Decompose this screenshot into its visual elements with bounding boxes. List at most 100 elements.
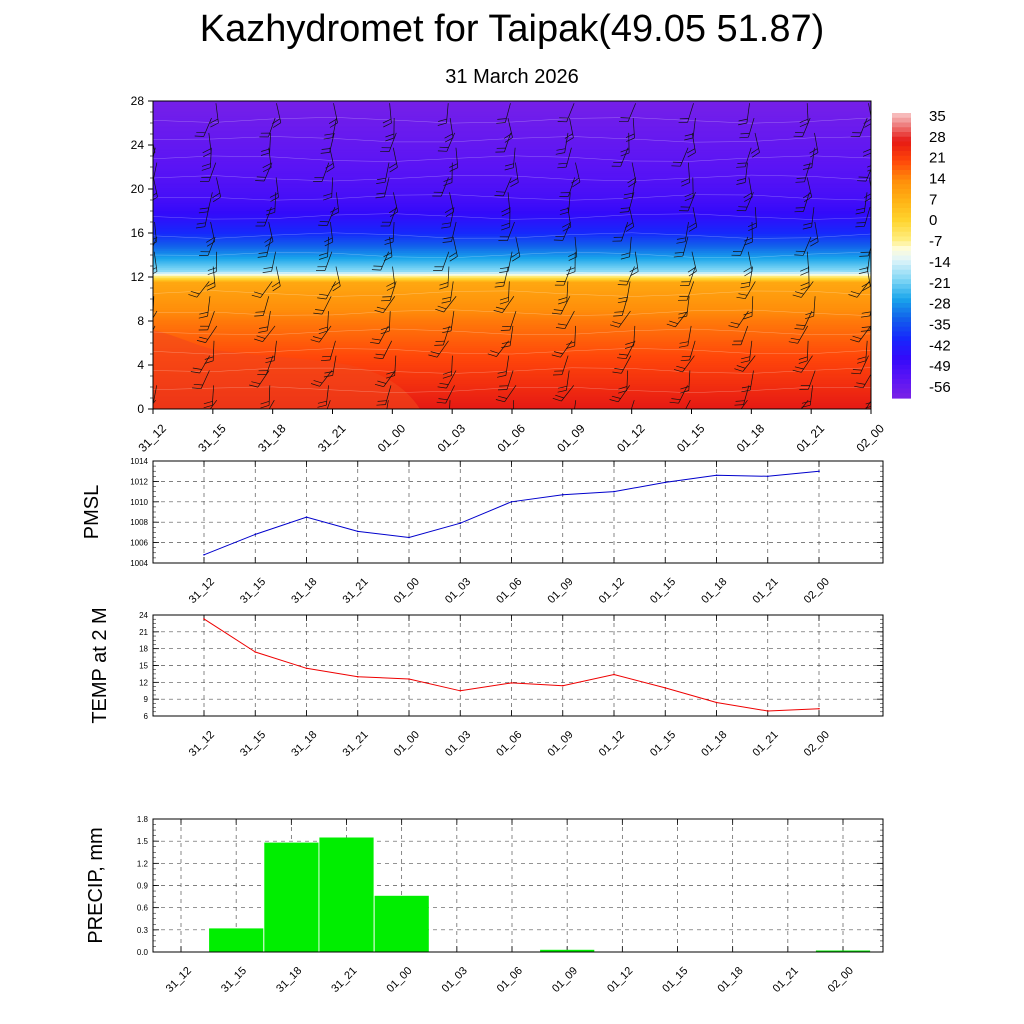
wind-barb-flag xyxy=(198,211,208,214)
colorbar-segment xyxy=(892,189,911,195)
wind-barb-flag xyxy=(256,416,265,418)
wind-barb-shaft xyxy=(268,221,274,242)
y-tick-label: 0.0 xyxy=(137,948,149,957)
wind-barb-flag xyxy=(564,133,573,139)
x-tick-label: 01_12 xyxy=(614,421,648,455)
wind-barb-flag xyxy=(799,122,809,128)
heatmap-band xyxy=(153,235,871,239)
contour-line xyxy=(153,367,871,374)
data-point xyxy=(254,533,257,536)
wind-barb-flag xyxy=(629,267,638,273)
wind-barb-shaft xyxy=(689,340,696,361)
colorbar-segment xyxy=(892,260,911,266)
wind-barb-flag xyxy=(684,197,694,202)
heatmap-band xyxy=(153,361,871,364)
heatmap-band xyxy=(153,230,871,233)
colorbar-segment xyxy=(892,208,911,214)
wind-barb-flag xyxy=(566,267,576,272)
wind-barb-flag xyxy=(317,404,327,408)
wind-barb-shaft xyxy=(814,132,819,153)
colorbar-segment xyxy=(892,288,911,295)
wind-barb-flag xyxy=(743,315,753,320)
data-point xyxy=(767,475,769,478)
heatmap-band xyxy=(153,156,871,159)
wind-barb-shaft xyxy=(389,103,392,124)
data-point xyxy=(459,522,462,524)
wind-barb-flag xyxy=(389,167,398,173)
wind-barb-shaft xyxy=(568,192,571,213)
wind-barb-flag xyxy=(555,394,565,399)
heatmap-band xyxy=(153,403,871,406)
heatmap-band xyxy=(153,194,871,197)
heatmap-band xyxy=(153,129,871,132)
heatmap-band xyxy=(153,196,871,199)
wind-barb-flag xyxy=(620,207,630,209)
wind-barb-shaft xyxy=(691,251,697,272)
wind-barb-flag xyxy=(201,167,211,171)
wind-barb-flag xyxy=(565,137,574,143)
heatmap-band xyxy=(153,311,871,315)
heatmap-band xyxy=(153,262,871,265)
wind-barb-flag xyxy=(188,294,198,298)
wind-barb-flag xyxy=(443,237,453,239)
wind-barb-shaft xyxy=(152,103,153,123)
wind-barb-shaft xyxy=(874,222,878,242)
wind-barb-flag xyxy=(319,221,329,223)
wind-barb-flag xyxy=(269,192,279,198)
wind-barb-shaft xyxy=(212,340,215,361)
y-axis-label: PRECIP, mm xyxy=(85,827,107,943)
wind-barb-flag xyxy=(741,385,751,389)
wind-barb-flag xyxy=(330,207,339,213)
wind-barb-shaft xyxy=(504,132,512,153)
wind-barb-flag xyxy=(264,237,273,243)
wind-barb-flag xyxy=(624,345,634,349)
colorbar-label: -56 xyxy=(929,379,951,396)
wind-barb-shaft xyxy=(746,103,750,124)
heatmap-band xyxy=(153,348,871,351)
wind-barb-flag xyxy=(258,413,267,415)
wind-barb-shaft xyxy=(208,132,212,153)
wind-barb-flag xyxy=(680,359,690,362)
wind-barb-shaft xyxy=(265,355,274,375)
y-tick-label: 8 xyxy=(137,314,144,328)
wind-barb-flag xyxy=(802,226,812,230)
wind-barb-shaft xyxy=(153,177,158,198)
wind-barb-flag xyxy=(265,356,275,360)
wind-barb-shaft xyxy=(506,370,514,390)
wind-barb-shaft xyxy=(319,370,333,387)
heatmap-band xyxy=(153,142,871,146)
wind-barb-flag xyxy=(680,390,689,394)
wind-barb-flag xyxy=(625,341,635,345)
wind-barb-flag xyxy=(805,311,815,316)
wind-barb-flag xyxy=(256,335,266,339)
wind-barb-flag xyxy=(487,353,497,357)
wind-barb-flag xyxy=(318,326,328,331)
colorbar-label: -21 xyxy=(929,275,951,292)
wind-barb-flag xyxy=(684,193,694,198)
x-tick-label: 02_00 xyxy=(853,421,887,455)
wind-barb-flag xyxy=(862,285,871,292)
wind-barb-shaft xyxy=(744,147,752,167)
x-tick-label: 01_09 xyxy=(546,576,576,606)
wind-barb-flag xyxy=(801,400,811,404)
heatmap-band xyxy=(153,285,871,288)
wind-barb-flag xyxy=(323,137,333,140)
wind-barb-shaft xyxy=(503,177,512,197)
heatmap-band xyxy=(153,346,871,349)
heatmap-band xyxy=(153,353,871,357)
wind-barb-shaft xyxy=(813,296,816,317)
wind-barb-shaft xyxy=(864,207,871,227)
x-tick-label: 31_18 xyxy=(289,576,319,606)
wind-barb-flag xyxy=(199,411,208,414)
wind-barb-shaft xyxy=(335,266,341,287)
wind-barb-shaft xyxy=(803,192,810,212)
wind-barb-flag xyxy=(552,397,562,402)
wind-barb-flag xyxy=(628,181,637,188)
wind-barb-flag xyxy=(153,237,157,240)
wind-barb-flag xyxy=(386,371,396,375)
wind-barb-flag xyxy=(568,256,577,261)
wind-barb-flag xyxy=(736,365,746,369)
heatmap-band xyxy=(153,165,871,169)
colorbar-segment xyxy=(892,184,911,190)
wind-barb-flag xyxy=(490,350,499,354)
